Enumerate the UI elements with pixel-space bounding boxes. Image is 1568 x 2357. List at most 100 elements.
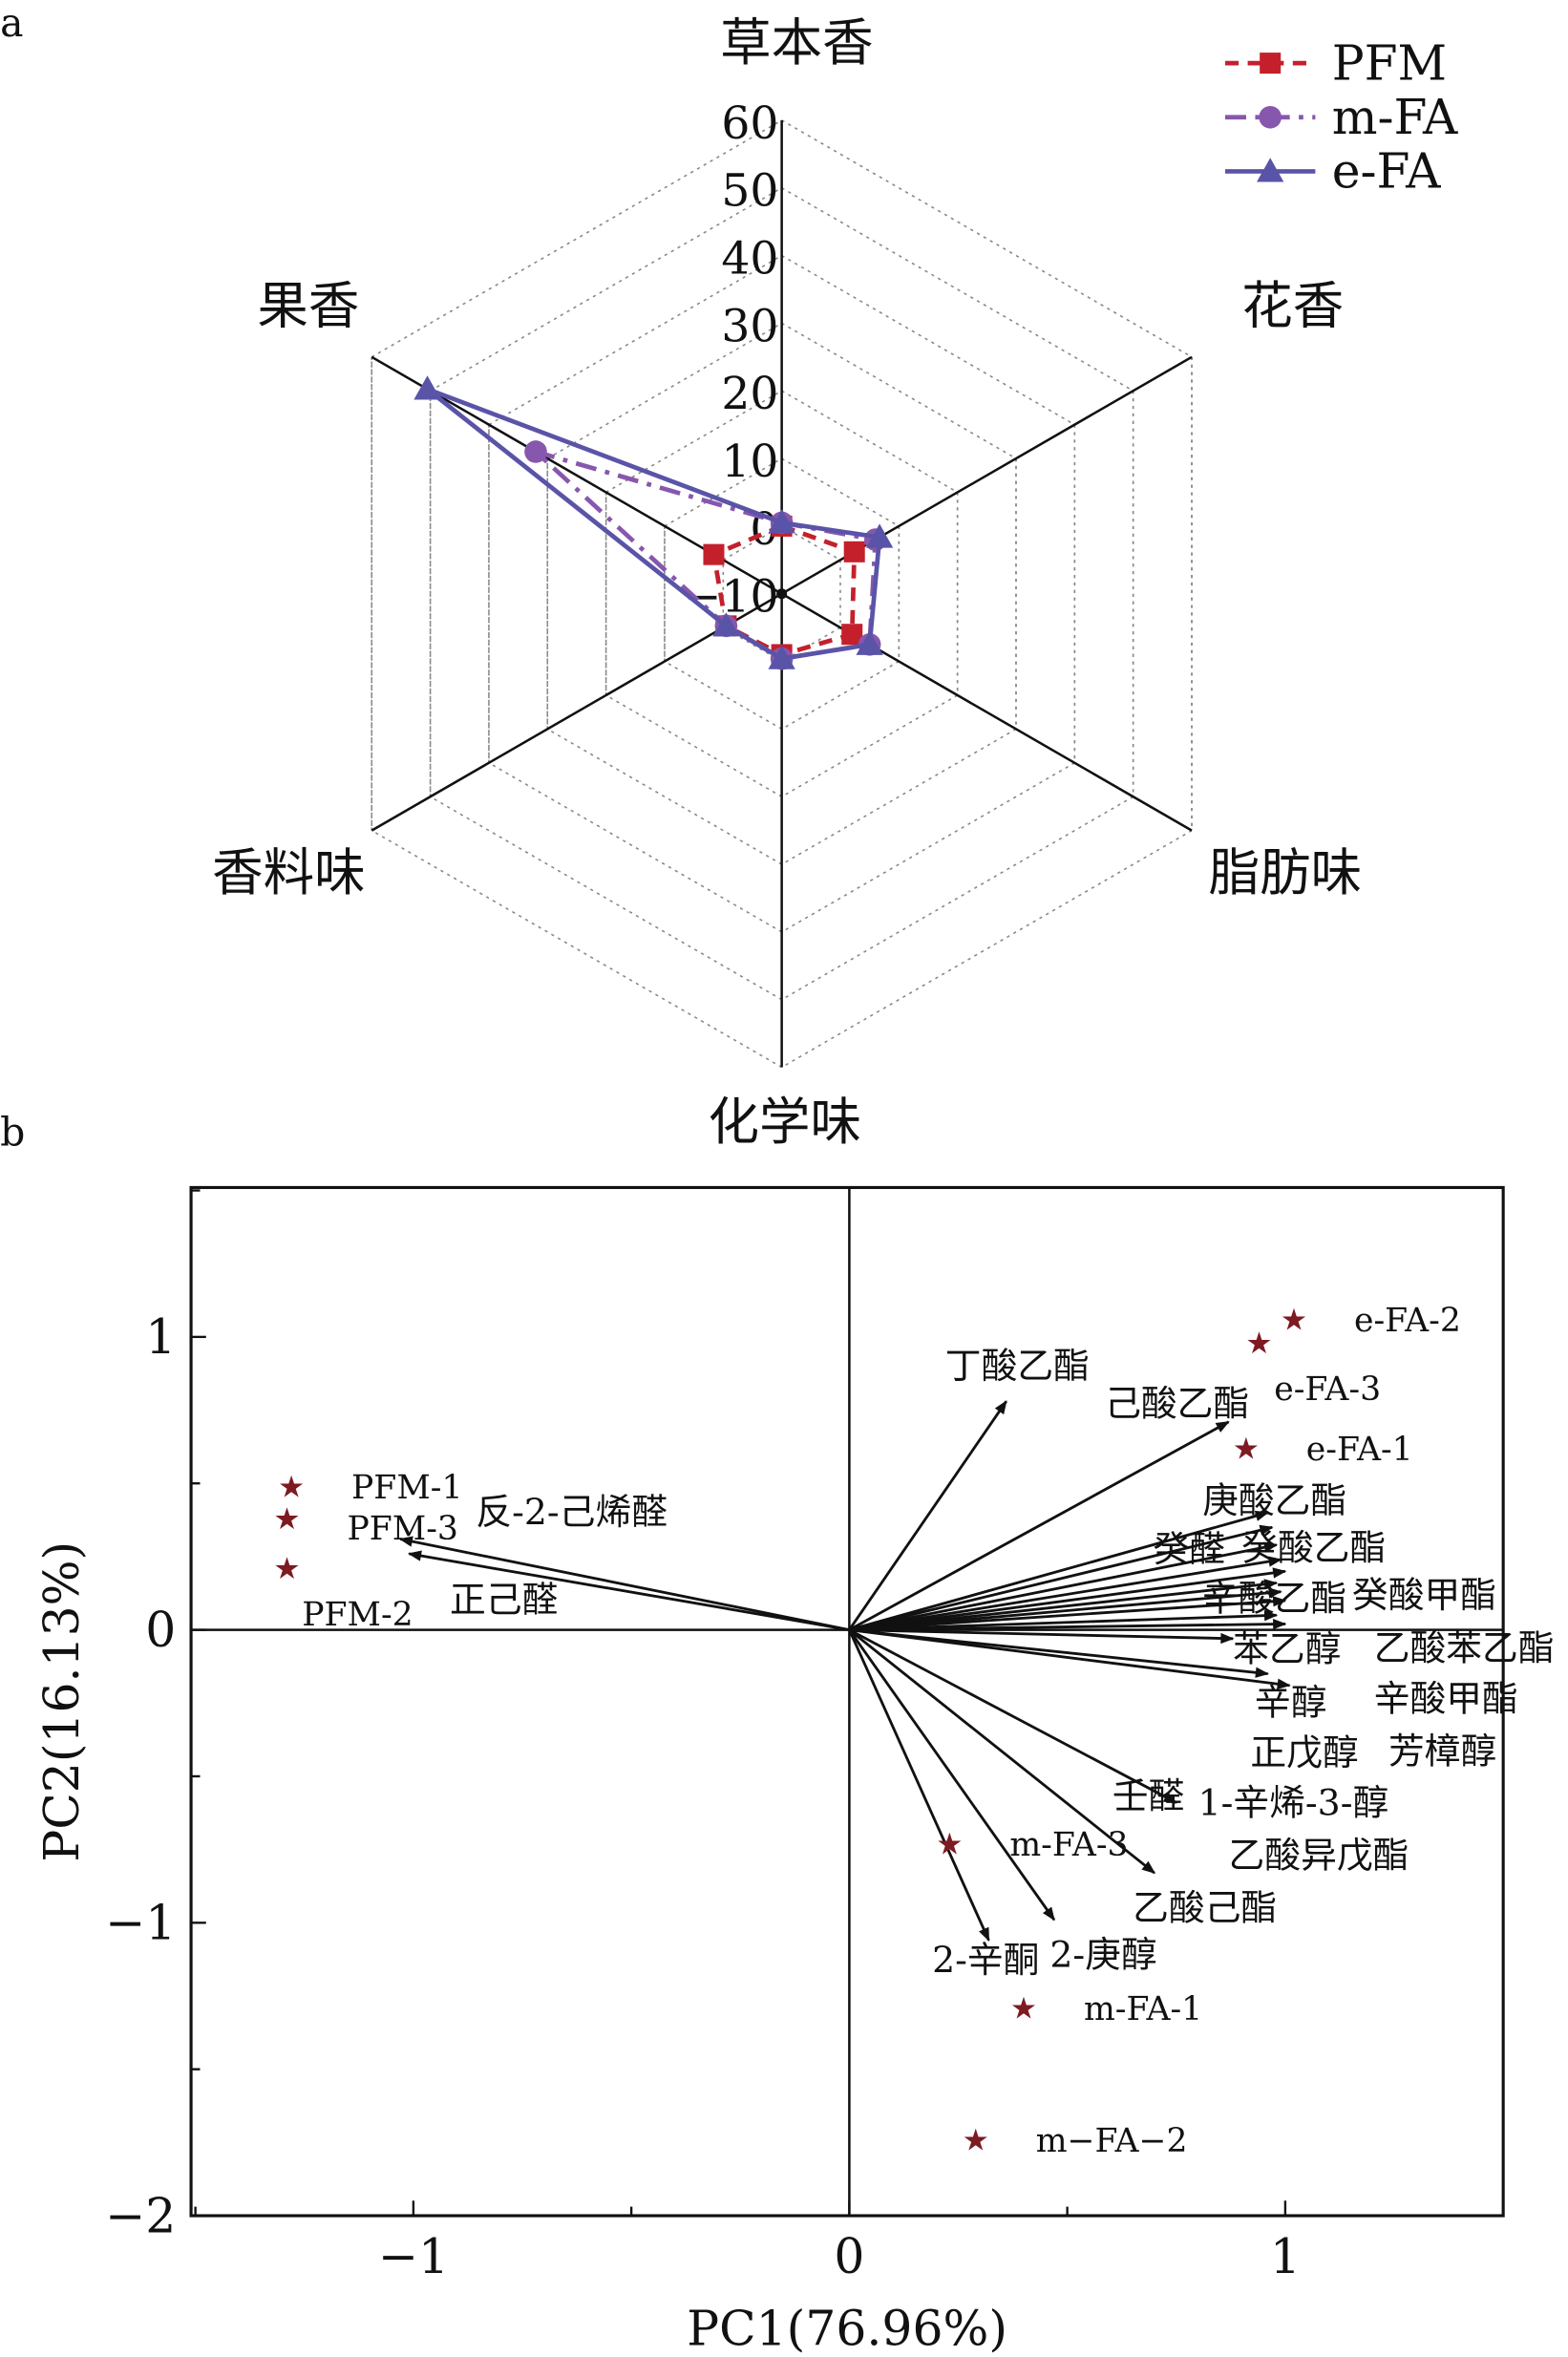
- radar-marker-PFM: [841, 624, 863, 646]
- legend-marker-m-FA: [1259, 105, 1282, 129]
- radar-marker-e-FA: [856, 630, 883, 655]
- sample-star-icon: ★: [1233, 1432, 1260, 1466]
- radar-axis-label: 草本香: [720, 12, 873, 73]
- radar-tick-label: −10: [684, 571, 779, 624]
- x-tick-label: 1: [1270, 2228, 1301, 2284]
- radar-axis-line: [781, 355, 1193, 595]
- loading-arrow: [849, 1567, 1287, 1632]
- sample-star-icon: ★: [1245, 1327, 1272, 1361]
- panel-label-b: b: [0, 1109, 25, 1155]
- radar-axis-label: 香料味: [212, 842, 366, 902]
- loading-label: 辛酸甲酯: [1374, 1677, 1518, 1719]
- loading-label: 2-庚醇: [1049, 1934, 1156, 1976]
- sample-label: e-FA-1: [1306, 1431, 1413, 1469]
- loading-label: 苯乙醇: [1233, 1628, 1341, 1670]
- legend-marker-e-FA: [1257, 158, 1284, 182]
- y-tick-label: 0: [145, 1602, 176, 1658]
- radar-tick-label: 60: [721, 97, 778, 150]
- y-tick-label: −1: [105, 1895, 176, 1951]
- sample-label: PFM-1: [351, 1469, 462, 1507]
- radar-axis-label: 花香: [1241, 275, 1344, 335]
- sample-star-icon: ★: [273, 1502, 300, 1537]
- loading-label: 芳樟醇: [1388, 1730, 1496, 1772]
- sample-star-icon: ★: [1010, 1991, 1037, 2026]
- sample-star-icon: ★: [963, 2123, 989, 2157]
- loading-label: 1-辛烯-3-醇: [1198, 1782, 1389, 1824]
- loading-label: 正己醛: [450, 1579, 558, 1621]
- radar-chart: 6050403020100−10草本香花香脂肪味化学味香料味果香PFMm-FAe…: [212, 12, 1458, 1152]
- loading-arrow: [849, 1579, 1279, 1632]
- radar-marker-e-FA: [865, 523, 894, 548]
- sample-label: m−FA−2: [1036, 2122, 1188, 2160]
- sample-label: m-FA-1: [1084, 1990, 1202, 2028]
- loading-arrow: [849, 1628, 1270, 1678]
- loading-arrow: [849, 1596, 1287, 1632]
- sample-star-icon: ★: [273, 1552, 300, 1586]
- sample-star-icon: ★: [1281, 1303, 1307, 1337]
- loading-arrow: [849, 1556, 1282, 1631]
- loading-arrow: [848, 1400, 1007, 1631]
- x-tick-label: −1: [378, 2228, 449, 2284]
- radar-axis-line: [371, 592, 783, 832]
- loading-label: 正戊醇: [1250, 1731, 1358, 1773]
- radar-marker-e-FA: [768, 645, 795, 669]
- sample-star-icon: ★: [278, 1470, 305, 1504]
- loading-label: 2-辛酮: [932, 1939, 1039, 1981]
- sample-label: e-FA-3: [1274, 1370, 1381, 1409]
- loading-arrow: [849, 1541, 1279, 1631]
- radar-tick-label: 30: [721, 300, 778, 352]
- sample-star-icon: ★: [936, 1828, 963, 1862]
- sample-label: e-FA-2: [1354, 1302, 1461, 1340]
- loading-arrow: [849, 1524, 1274, 1631]
- radar-marker-e-FA: [413, 375, 441, 400]
- radar-tick-label: 20: [721, 368, 778, 420]
- loading-arrow: [849, 1618, 1287, 1632]
- loading-label: 丁酸乙酯: [945, 1345, 1090, 1387]
- loading-arrow: [848, 1420, 1230, 1631]
- loading-arrow: [848, 1628, 1178, 1804]
- panel-label-a: a: [0, 0, 23, 46]
- loading-arrow: [849, 1628, 1235, 1645]
- loading-label: 癸酸甲酯: [1352, 1574, 1496, 1616]
- loading-arrow: [849, 1587, 1282, 1632]
- radar-axis-label: 脂肪味: [1209, 842, 1363, 902]
- loading-arrow: [849, 1610, 1279, 1632]
- radar-marker-e-FA: [712, 612, 740, 637]
- loading-arrow: [407, 1550, 850, 1631]
- legend-marker-PFM: [1260, 53, 1282, 74]
- legend-label-e-FA: e-FA: [1332, 143, 1441, 200]
- sample-label: PFM-2: [302, 1596, 413, 1634]
- radar-marker-PFM: [703, 543, 725, 565]
- loading-label: 癸酸乙酯: [1241, 1527, 1386, 1569]
- x-axis-label: PC1(76.96%): [687, 2300, 1007, 2356]
- loading-arrow: [849, 1510, 1269, 1631]
- y-axis-label: PC2(16.13%): [33, 1541, 90, 1862]
- radar-tick-label: 10: [721, 435, 778, 488]
- radar-marker-PFM: [843, 541, 865, 563]
- loading-label: 癸醛: [1153, 1528, 1225, 1570]
- loading-label: 反-2-己烯醛: [476, 1491, 667, 1533]
- radar-axis-label: 果香: [257, 275, 359, 335]
- radar-marker-e-FA: [768, 509, 795, 534]
- loading-arrow: [849, 1628, 1291, 1689]
- loading-label: 辛醇: [1255, 1681, 1327, 1723]
- loading-label: 辛酸乙酯: [1202, 1577, 1346, 1619]
- legend-label-PFM: PFM: [1332, 34, 1447, 91]
- legend-label-m-FA: m-FA: [1332, 89, 1458, 145]
- sample-label: m-FA-3: [1009, 1826, 1128, 1864]
- radar-center-dot: [776, 588, 788, 600]
- y-tick-label: −2: [105, 2187, 176, 2243]
- radar-tick-label: 40: [721, 232, 778, 285]
- loading-label: 乙酸己酯: [1133, 1886, 1277, 1928]
- loading-arrow: [398, 1536, 850, 1631]
- loading-arrow: [848, 1628, 1056, 1922]
- radar-axis-label: 化学味: [709, 1092, 862, 1152]
- radar-marker-m-FA: [524, 440, 547, 463]
- sample-label: PFM-3: [347, 1510, 457, 1548]
- x-tick-label: 0: [834, 2228, 864, 2284]
- radar-tick-label: 50: [721, 165, 778, 218]
- loading-arrow: [848, 1628, 1156, 1875]
- loading-label: 庚酸乙酯: [1202, 1479, 1346, 1521]
